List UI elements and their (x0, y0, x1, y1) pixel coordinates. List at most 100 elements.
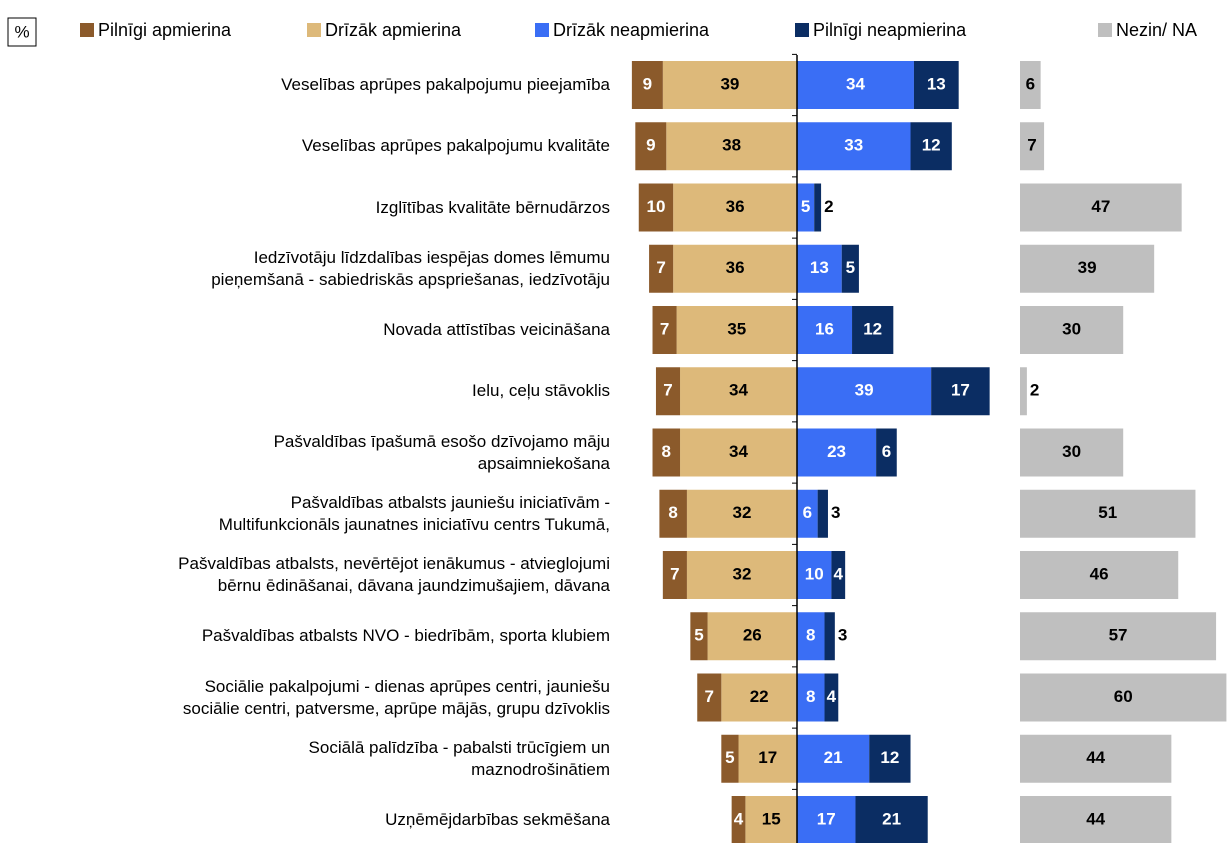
bar-segment (814, 183, 822, 232)
bar-segment (931, 367, 990, 416)
bar-segment (635, 122, 667, 171)
value-label: 8 (806, 687, 815, 706)
bar-segment (855, 796, 928, 843)
value-label: 22 (750, 687, 769, 706)
bar-segment (652, 306, 677, 354)
bar-segment (797, 61, 914, 109)
bar-segment (638, 183, 674, 232)
value-label: 12 (863, 319, 882, 338)
category-label: Novada attīstības veicināšana (383, 320, 610, 339)
value-label: 7 (705, 687, 714, 706)
bar-segment (1020, 734, 1172, 783)
value-label: 10 (646, 197, 665, 216)
bar-segment (659, 489, 687, 538)
category-label: Sociālā palīdzība - pabalsti trūcīgiem u… (308, 737, 610, 779)
bar-segment (1020, 489, 1196, 538)
legend-swatch (307, 23, 321, 37)
category-label: Izglītības kvalitāte bērnudārzos (375, 197, 610, 217)
bar-segment (1020, 673, 1227, 722)
bar-segment (869, 734, 911, 783)
bar-segment (797, 489, 818, 538)
category-label: Pašvaldības īpašumā esošo dzīvojamo māju… (273, 431, 610, 473)
value-label: 7 (663, 381, 672, 400)
bar-segment (690, 612, 708, 661)
value-label: 23 (827, 442, 846, 461)
bar-segment (824, 612, 835, 661)
value-label: 46 (1090, 564, 1109, 583)
value-label: 33 (844, 136, 863, 155)
bar-segment (797, 122, 911, 171)
legend-label: Nezin/ NA (1116, 20, 1197, 40)
value-label: 32 (732, 503, 751, 522)
category-label: Ielu, ceļu stāvoklis (472, 381, 610, 401)
value-label: 17 (951, 381, 970, 400)
bar-segment (686, 551, 797, 599)
bar-segment (666, 122, 797, 171)
bar-segment (797, 244, 842, 293)
bar-segment (631, 61, 663, 109)
bar-segment (913, 61, 959, 109)
value-label: 13 (810, 258, 829, 277)
bar-segment (745, 796, 797, 843)
category-label: Uzņēmējdarbības sekmēšana (385, 810, 610, 829)
value-label: 8 (806, 626, 815, 645)
value-label: 32 (732, 564, 751, 583)
bar-segment (707, 612, 797, 661)
value-label: 26 (743, 626, 762, 645)
value-label: 34 (729, 442, 748, 461)
value-label: 17 (758, 748, 777, 767)
bar-segment (797, 796, 856, 843)
value-label: 21 (882, 809, 901, 828)
bar-segment (797, 551, 832, 599)
legend-swatch (795, 23, 809, 37)
value-label: 36 (726, 258, 745, 277)
legend-swatch (535, 23, 549, 37)
bar-segment (1020, 551, 1179, 599)
bar-segment (797, 428, 877, 477)
bar-segment (738, 734, 797, 783)
value-label: 21 (824, 748, 843, 767)
value-label: 8 (668, 503, 677, 522)
value-label: 12 (922, 136, 941, 155)
value-label: 7 (1027, 136, 1036, 155)
value-label: 3 (838, 626, 847, 645)
bar-segment (676, 306, 797, 354)
bar-segment (652, 428, 681, 477)
bar-segment (686, 489, 797, 538)
bar-segment (797, 734, 870, 783)
value-label: 39 (1078, 258, 1097, 277)
value-label: 44 (1086, 748, 1105, 767)
legend-label: Pilnīgi neapmierina (813, 20, 967, 40)
bar-segment (910, 122, 952, 171)
value-label: 8 (662, 442, 671, 461)
category-label: Sociālie pakalpojumi - dienas aprūpes ce… (182, 676, 610, 718)
value-label: 57 (1109, 626, 1128, 645)
bar-segment (655, 367, 681, 416)
value-label: 47 (1091, 197, 1110, 216)
value-label: 5 (801, 197, 810, 216)
value-label: 6 (803, 503, 812, 522)
bar-segment (1020, 183, 1182, 232)
value-label: 39 (720, 74, 739, 93)
bar-segment (797, 183, 815, 232)
bar-segment (1020, 122, 1045, 171)
bar-segment (1020, 61, 1041, 109)
legend-swatch (1098, 23, 1112, 37)
value-label: 34 (846, 74, 865, 93)
value-label: 9 (643, 74, 652, 93)
value-label: 7 (656, 258, 665, 277)
value-label: 2 (1030, 381, 1039, 400)
value-label: 7 (670, 564, 679, 583)
value-label: 51 (1098, 503, 1117, 522)
bar-segment (673, 244, 797, 293)
value-label: 9 (646, 136, 655, 155)
value-label: 4 (827, 687, 837, 706)
value-label: 60 (1114, 687, 1133, 706)
value-label: 10 (805, 564, 824, 583)
bar-segment (797, 306, 853, 354)
category-label: Pašvaldības atbalsts jauniešu iniciatīvā… (218, 492, 610, 534)
category-label: Iedzīvotāju līdzdalības iespējas domes l… (211, 247, 610, 289)
value-label: 16 (815, 319, 834, 338)
bar-segment (731, 796, 746, 843)
